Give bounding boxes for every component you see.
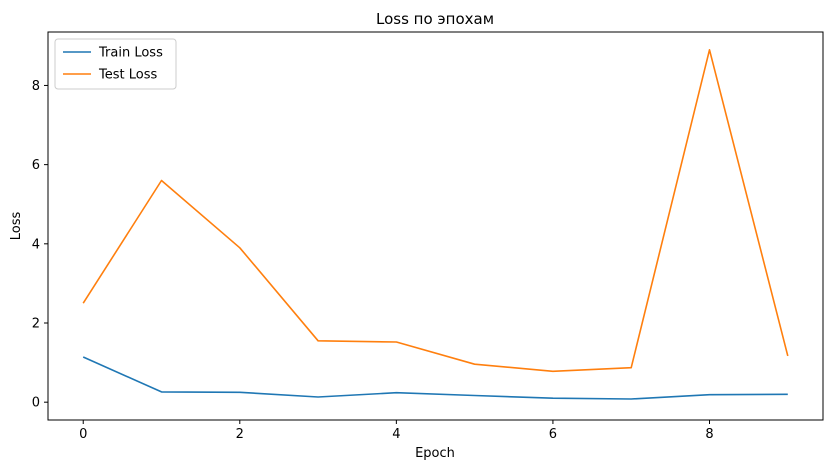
legend: Train Loss Test Loss (54, 38, 177, 90)
x-axis-label: Epoch (415, 446, 455, 461)
x-tick-label: 8 (705, 427, 713, 442)
y-tick-label: 4 (32, 237, 40, 252)
y-tick-label: 8 (32, 79, 40, 94)
plot-frame (47, 31, 824, 421)
series-line-train-loss (82, 356, 788, 400)
legend-label: Test Loss (98, 68, 157, 83)
y-tick-label: 6 (32, 158, 40, 173)
x-tick-label: 0 (79, 427, 87, 442)
x-tick-label: 6 (549, 427, 557, 442)
x-tick-label: 2 (236, 427, 244, 442)
series-line-test-loss (82, 48, 789, 373)
y-axis-ticks: 0 2 4 6 8 (32, 79, 48, 411)
x-axis-ticks: 0 2 4 6 8 (79, 420, 714, 442)
y-axis-label: Loss (9, 212, 24, 241)
y-tick-label: 0 (32, 396, 40, 411)
chart-title: Loss по эпохам (376, 10, 494, 28)
y-tick-label: 2 (32, 317, 40, 332)
series-layer (82, 48, 789, 400)
plot-area (48, 32, 823, 420)
legend-label: Train Loss (98, 46, 163, 61)
x-tick-label: 4 (392, 427, 400, 442)
